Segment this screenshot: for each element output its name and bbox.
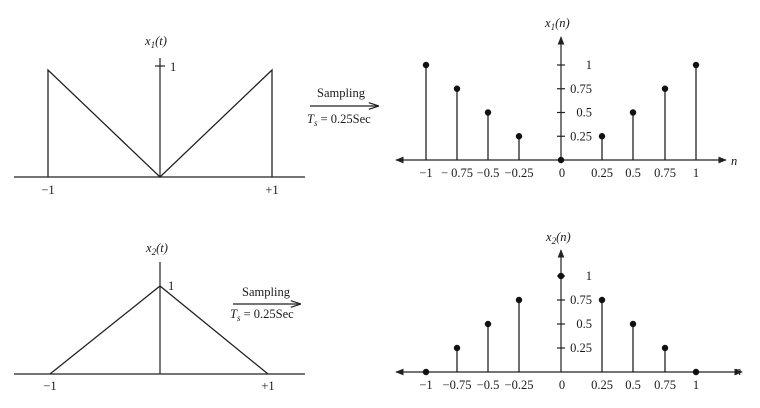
disc1-xtick-label: −0.25: [505, 166, 534, 180]
disc2-stem-point: [453, 344, 461, 352]
disc2-stem-point: [557, 272, 565, 280]
disc1-xtick-label: 0.25: [591, 166, 613, 180]
disc1-stem-point: [453, 85, 461, 92]
disc1-ytick-label: 0.25: [570, 129, 592, 143]
disc1-stem-point: [484, 109, 492, 116]
disc2-ylabel: x2(n): [545, 230, 571, 246]
disc2-x-tick-labels: −1 −0.75 −0.5 −0.25 0 0.25 0.5 0.75 1: [419, 378, 699, 392]
disc1-stem-point: [422, 61, 430, 69]
disc1-stem-point: [661, 85, 669, 92]
disc2-xtick-label: 0.5: [625, 378, 641, 392]
disc2-stem-point: [692, 368, 700, 376]
sampling-period-top: Ts = 0.25Sec: [307, 112, 371, 128]
disc2-xtick-label: 0: [559, 378, 565, 392]
cont1-signal: [47, 68, 273, 178]
disc2-xtick-label: −0.5: [477, 378, 500, 392]
disc2-y-ticks: 0.25 0.5 0.75 1: [557, 269, 592, 355]
disc2-ytick-label: 0.5: [576, 317, 592, 331]
cont2-plot: x2(t) 1 −1 +1: [14, 241, 305, 393]
sampling-label-bottom: Sampling: [242, 285, 291, 299]
disc1-ytick-label: 0.5: [576, 106, 592, 120]
disc1-xaxis-label: n: [731, 154, 737, 168]
disc2-xtick-label: 1: [693, 378, 699, 392]
cont2-signal: [49, 285, 269, 375]
cont2-xtick-pos1: +1: [261, 379, 274, 393]
disc2-xtick-label: 0.75: [654, 378, 676, 392]
cont2-xtick-neg1: −1: [43, 379, 56, 393]
cont2-ylabel: x2(t): [145, 241, 168, 257]
disc1-ytick-label: 1: [586, 58, 592, 72]
disc1-ytick-label: 0.75: [570, 82, 592, 96]
disc1-stem-point: [598, 133, 606, 140]
disc2-stem-point: [598, 296, 606, 304]
disc1-xtick-label: − 0.75: [441, 166, 473, 180]
disc2-xtick-label: −1: [419, 378, 432, 392]
disc2-stem-point: [484, 320, 492, 328]
disc2-stems: [422, 272, 700, 376]
disc2-xtick-label: 0.25: [591, 378, 613, 392]
disc1-stem-point: [692, 61, 700, 69]
cont1-ylabel: x1(t): [144, 34, 167, 50]
disc1-xtick-label: −0.5: [477, 166, 500, 180]
cont1-xtick-pos1: +1: [265, 183, 278, 197]
disc1-xtick-label: 0.5: [625, 166, 641, 180]
cont1-peak-label: 1: [170, 60, 176, 74]
cont1-xtick-neg1: −1: [41, 183, 54, 197]
disc2-stem-point: [515, 296, 523, 304]
disc1-stem-point: [629, 109, 637, 116]
disc2-ytick-label: 0.75: [570, 293, 592, 307]
disc2-stem-point: [629, 320, 637, 328]
disc2-xaxis-label: n: [735, 364, 741, 378]
cont2-peak-label: 1: [168, 279, 174, 293]
disc1-stems: [422, 61, 700, 164]
disc1-stem-point: [557, 156, 565, 164]
sampling-label-top: Sampling: [317, 86, 366, 100]
disc1-xtick-label: 0.75: [654, 166, 676, 180]
cont1-plot: x1(t) 1 −1 +1: [14, 34, 305, 197]
disc1-ylabel: x1(n): [544, 16, 570, 32]
disc1-plot: 0.250.50.751 −1− 0.75 −0.5 −0.25 0 0.25 0.5 0.…: [395, 16, 737, 180]
sampling-arrow-top: Sampling Ts = 0.25Sec: [307, 86, 378, 128]
sampling-arrow-bottom: Sampling Ts = 0.25Sec: [230, 285, 300, 323]
disc2-xtick-label: −0.75: [443, 378, 472, 392]
disc1-y-ticks: 0.25 0.5 0.75 1: [557, 58, 592, 143]
disc2-ytick-label: 0.25: [570, 341, 592, 355]
disc1-x-tick-labels: −1 − 0.75 −0.5 −0.25 0 0.25 0.5 0.75 1: [419, 166, 699, 180]
disc1-stem-point: [515, 133, 523, 140]
sampling-period-bottom: Ts = 0.25Sec: [230, 307, 294, 323]
disc2-ytick-label: 1: [586, 269, 592, 283]
disc2-plot: 0.25 0.5 0.75 1 −1 −0.75 −0.5 −0.25 0 0.25 0.5 0.7…: [395, 230, 743, 392]
disc1-xtick-label: 1: [693, 166, 699, 180]
disc1-xtick-label: −1: [419, 166, 432, 180]
disc2-stem-point: [661, 344, 669, 352]
disc1-xtick-label: 0: [559, 166, 565, 180]
disc2-xtick-label: −0.25: [505, 378, 534, 392]
disc2-stem-point: [422, 368, 430, 376]
